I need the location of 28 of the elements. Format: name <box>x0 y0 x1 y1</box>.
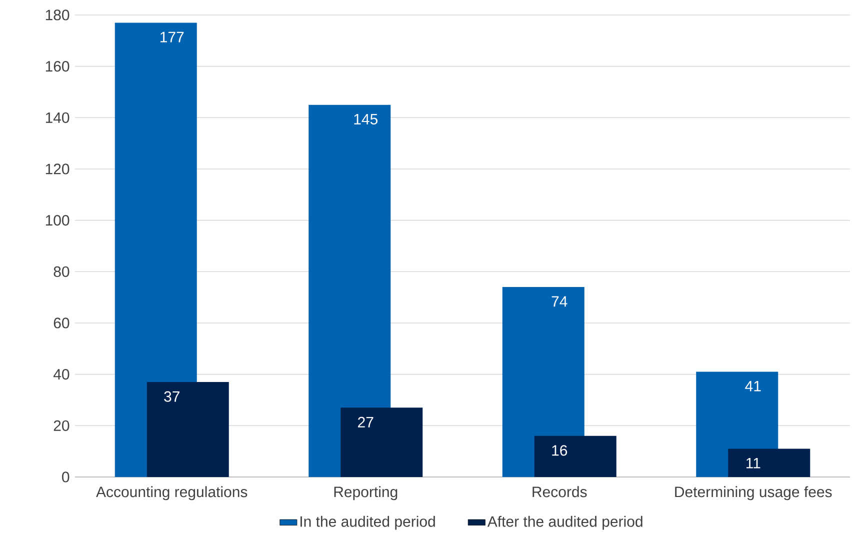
y-tick-label: 180 <box>46 10 70 20</box>
y-tick-label: 60 <box>54 318 70 328</box>
y-tick-label: 140 <box>46 112 70 123</box>
x-tick-label: Accounting regulations <box>96 486 248 500</box>
x-tick-label: Records <box>532 486 587 498</box>
y-tick-label: 160 <box>46 61 70 72</box>
data-label: 37 <box>164 391 180 402</box>
y-tick-label: 100 <box>46 215 70 226</box>
bar <box>534 436 616 477</box>
y-tick-label: 40 <box>53 369 70 380</box>
x-tick-label: Reporting <box>334 486 398 500</box>
data-label: 27 <box>358 416 374 428</box>
bar <box>340 408 423 477</box>
y-tick-label: 0 <box>62 472 70 482</box>
y-tick-label: 20 <box>54 420 70 431</box>
bar <box>146 382 229 477</box>
data-label: 16 <box>552 445 568 456</box>
y-tick-label: 120 <box>46 164 70 174</box>
x-tick-label: Determining usage fees <box>675 486 832 500</box>
y-tick-label: 80 <box>54 266 70 277</box>
data-label: 41 <box>745 380 761 392</box>
data-label: 11 <box>746 458 760 468</box>
data-label: 145 <box>354 114 378 124</box>
data-label: 177 <box>160 32 184 42</box>
data-label: 74 <box>552 296 568 307</box>
legend-label: In the audited period <box>300 516 435 530</box>
bar <box>728 448 810 477</box>
legend-label: After the audited period <box>487 516 642 530</box>
